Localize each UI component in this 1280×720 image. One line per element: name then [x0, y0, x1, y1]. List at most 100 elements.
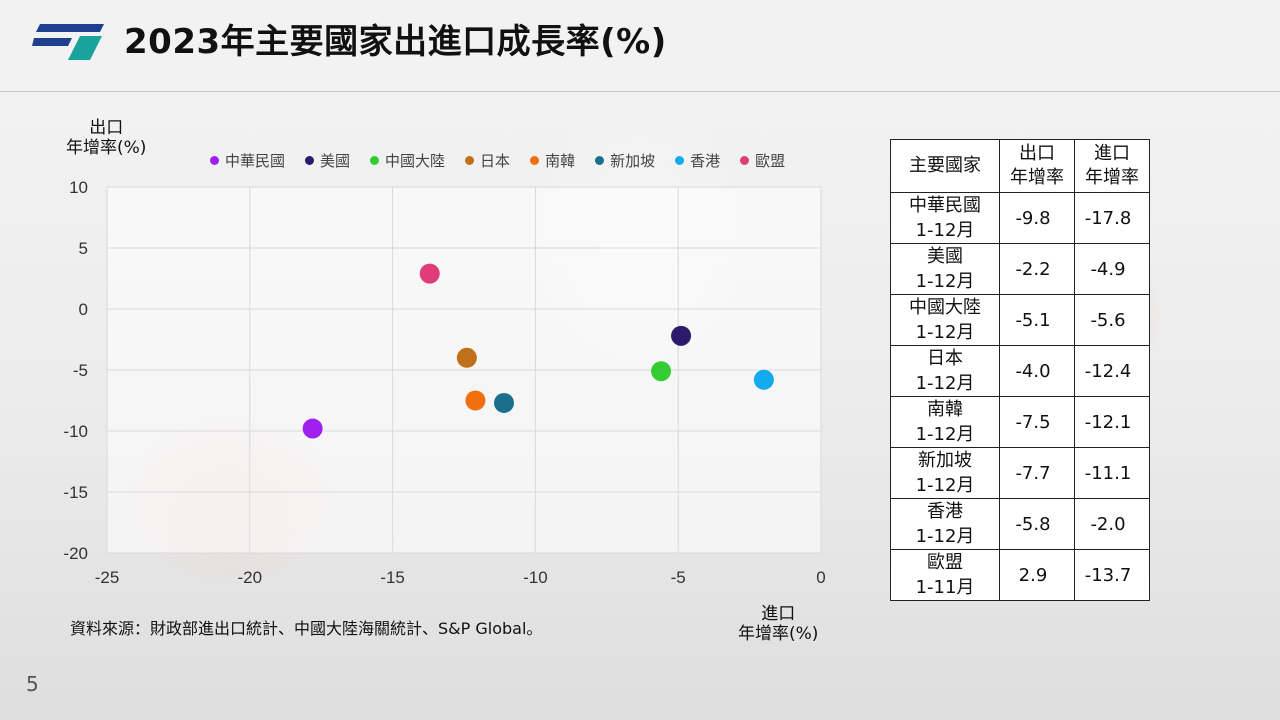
- header-country: 主要國家: [890, 139, 1000, 193]
- country-name: 中國大陸: [909, 297, 981, 318]
- source-note: 資料來源：財政部進出口統計、中國大陸海關統計、S&P Global。: [70, 619, 543, 638]
- import-growth-cell: -12.4: [1074, 345, 1150, 397]
- legend-label: 美國: [320, 152, 351, 170]
- y-tick-label: -5: [73, 361, 88, 380]
- legend-marker: [595, 156, 605, 165]
- header-import: 進口 年增率: [1074, 139, 1150, 193]
- country-cell: 新加坡 1-12月: [890, 447, 1000, 499]
- country-name: 香港: [927, 501, 963, 522]
- export-growth-cell: -7.7: [999, 447, 1075, 499]
- legend-item: 美國: [305, 150, 350, 171]
- country-name: 美國: [927, 246, 963, 267]
- export-growth-cell: -7.5: [999, 396, 1075, 448]
- legend-marker: [740, 156, 750, 165]
- country-name: 南韓: [927, 399, 963, 420]
- y-tick-label: 10: [69, 178, 88, 197]
- y-axis-title-line1: 出口: [89, 118, 124, 138]
- company-logo: [32, 24, 104, 60]
- legend-item: 日本: [465, 150, 510, 171]
- country-period: 1-12月: [915, 322, 975, 343]
- import-growth-cell: -5.6: [1074, 294, 1150, 346]
- header-export-line2: 年增率: [1010, 167, 1064, 188]
- header-export: 出口 年增率: [999, 139, 1075, 193]
- export-growth-cell: -2.2: [999, 243, 1075, 295]
- data-point: [651, 361, 672, 382]
- export-growth-cell: -5.8: [999, 498, 1075, 550]
- import-growth-cell: -2.0: [1074, 498, 1150, 550]
- y-tick-label: 5: [79, 239, 88, 258]
- country-name: 歐盟: [927, 552, 963, 573]
- legend-label: 香港: [690, 152, 721, 170]
- data-point: [671, 325, 692, 346]
- x-tick-label: -15: [380, 568, 405, 587]
- legend-item: 歐盟: [740, 150, 785, 171]
- country-name: 日本: [927, 348, 963, 369]
- data-point: [302, 418, 323, 439]
- country-period: 1-12月: [915, 373, 975, 394]
- y-tick-label: -20: [63, 544, 88, 563]
- data-point: [456, 347, 477, 368]
- legend-label: 新加坡: [610, 152, 656, 170]
- legend-item: 新加坡: [595, 150, 655, 171]
- table-row: 美國 1-12月 -2.2 -4.9: [890, 243, 1150, 295]
- export-growth-cell: 2.9: [999, 549, 1075, 601]
- table-header-row: 主要國家 出口 年增率 進口 年增率: [890, 139, 1150, 193]
- legend-marker: [675, 156, 685, 165]
- country-cell: 中國大陸 1-12月: [890, 294, 1000, 346]
- legend-marker: [210, 156, 219, 165]
- export-growth-cell: -4.0: [999, 345, 1075, 397]
- country-cell: 南韓 1-12月: [890, 396, 1000, 448]
- country-cell: 美國 1-12月: [890, 243, 1000, 295]
- data-point: [419, 263, 440, 284]
- header-divider: [0, 91, 1280, 92]
- legend-label: 歐盟: [755, 152, 786, 170]
- legend-label: 日本: [480, 152, 511, 170]
- table-row: 歐盟 1-11月 2.9 -13.7: [890, 549, 1150, 601]
- x-tick-label: -5: [671, 568, 686, 587]
- import-growth-cell: -11.1: [1074, 447, 1150, 499]
- import-growth-cell: -17.8: [1074, 192, 1150, 244]
- table-row: 中國大陸 1-12月 -5.1 -5.6: [890, 294, 1150, 346]
- legend-item: 中國大陸: [370, 150, 445, 171]
- header-export-line1: 出口: [1019, 143, 1055, 164]
- import-growth-cell: -12.1: [1074, 396, 1150, 448]
- header-import-line2: 年增率: [1085, 167, 1139, 188]
- export-growth-cell: -5.1: [999, 294, 1075, 346]
- legend-label: 中華民國: [225, 152, 286, 170]
- country-period: 1-11月: [915, 577, 975, 598]
- import-growth-cell: -4.9: [1074, 243, 1150, 295]
- data-point: [493, 392, 514, 413]
- growth-table: 主要國家 出口 年增率 進口 年增率 中華民國 1-12月 -9.8 -17.8 美國 1…: [890, 139, 1150, 601]
- table-row: 日本 1-12月 -4.0 -12.4: [890, 345, 1150, 397]
- country-period: 1-12月: [915, 424, 975, 445]
- data-point: [753, 369, 774, 390]
- country-period: 1-12月: [915, 220, 975, 241]
- legend-label: 中國大陸: [385, 152, 446, 170]
- legend-label: 南韓: [545, 152, 576, 170]
- page-number: 5: [26, 672, 39, 696]
- country-cell: 歐盟 1-11月: [890, 549, 1000, 601]
- legend-marker: [370, 156, 380, 165]
- country-period: 1-12月: [915, 271, 975, 292]
- country-period: 1-12月: [915, 526, 975, 547]
- country-cell: 日本 1-12月: [890, 345, 1000, 397]
- legend-item: 中華民國: [210, 150, 285, 171]
- header-import-line1: 進口: [1094, 143, 1130, 164]
- country-cell: 香港 1-12月: [890, 498, 1000, 550]
- x-tick-label: -20: [238, 568, 263, 587]
- y-tick-label: -10: [63, 422, 88, 441]
- x-tick-label: -25: [95, 568, 120, 587]
- legend-marker: [530, 156, 540, 165]
- x-tick-label: 0: [816, 568, 825, 587]
- country-name: 中華民國: [909, 195, 981, 216]
- country-name: 新加坡: [918, 450, 972, 471]
- page-title: 2023年主要國家出進口成長率(%): [124, 22, 667, 62]
- y-axis-title-line2: 年增率(%): [66, 138, 147, 158]
- country-period: 1-12月: [915, 475, 975, 496]
- table-row: 新加坡 1-12月 -7.7 -11.1: [890, 447, 1150, 499]
- chart-legend: 中華民國 美國 中國大陸 日本 南韓 新加坡 香港 歐盟: [210, 150, 785, 171]
- table-row: 中華民國 1-12月 -9.8 -17.8: [890, 192, 1150, 244]
- legend-item: 南韓: [530, 150, 575, 171]
- export-growth-cell: -9.8: [999, 192, 1075, 244]
